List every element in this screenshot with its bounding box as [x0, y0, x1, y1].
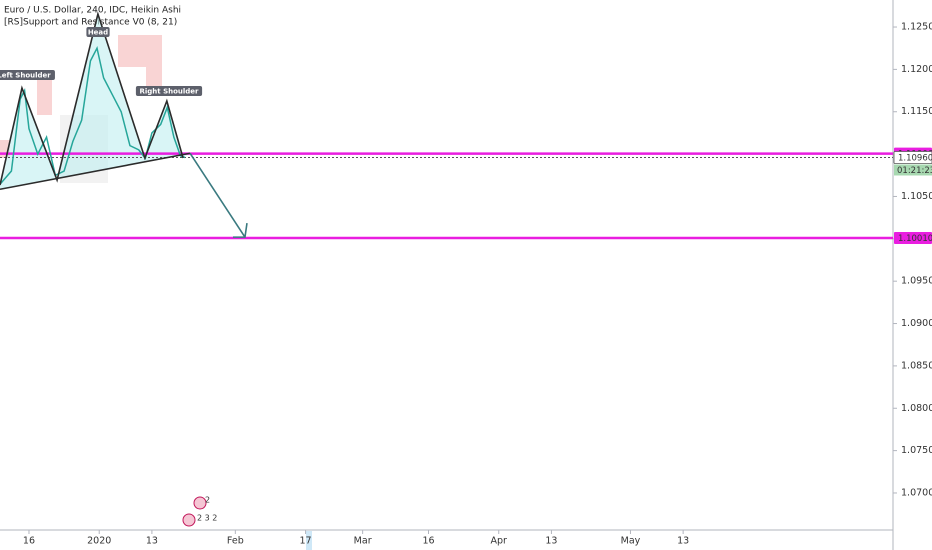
- x-tick-label: May: [621, 536, 641, 547]
- y-tick-label: 1.08500: [901, 360, 932, 371]
- annotation-box: [86, 27, 110, 37]
- pattern-shade: [0, 14, 191, 190]
- x-tick-label: 17: [300, 536, 312, 547]
- badge-count: 2 3 2: [197, 514, 217, 523]
- y-tick-label: 1.12000: [901, 64, 932, 75]
- sr-box: [0, 140, 10, 158]
- sr-box: [37, 70, 52, 115]
- pattern-line: [189, 152, 246, 238]
- y-tick-label: 1.08000: [901, 403, 932, 414]
- badge-icon: [182, 513, 196, 527]
- x-tick-label: Apr: [491, 536, 508, 547]
- x-tick-label: 13: [146, 536, 158, 547]
- countdown-tag: [894, 164, 932, 176]
- annotation: Right Shoulder: [140, 88, 200, 96]
- sr-box: [118, 35, 162, 67]
- y-tick-label: 1.10500: [901, 191, 932, 202]
- annotation: Head: [88, 29, 108, 37]
- level-label: 1.10010: [898, 234, 932, 244]
- indicator-title: [RS]Support and Resistance V0 (8, 21): [4, 18, 177, 28]
- y-tick-label: 1.11500: [901, 106, 932, 117]
- x-tick-label: 13: [545, 536, 557, 547]
- y-tick-label: 1.09000: [901, 318, 932, 329]
- x-tick-label: 13: [677, 536, 689, 547]
- date-highlight: [306, 531, 312, 550]
- x-tick-label: 16: [422, 536, 434, 547]
- level-tag: [894, 231, 932, 244]
- y-tick-label: 1.12500: [901, 22, 932, 33]
- pattern-line: [0, 11, 184, 186]
- annotation: Left Shoulder: [0, 72, 51, 80]
- arrowhead: [232, 223, 248, 238]
- badge-icon: [193, 496, 207, 510]
- countdown: 01:21:23: [897, 166, 932, 176]
- badge-count: 2: [205, 496, 210, 505]
- y-tick-label: 1.07500: [901, 445, 932, 456]
- chart-title: Euro / U.S. Dollar, 240, IDC, Heikin Ash…: [4, 6, 181, 16]
- y-tick-label: 1.07000: [901, 487, 932, 498]
- x-tick-label: 2020: [87, 536, 111, 547]
- annotation-box: [0, 70, 55, 80]
- annotation-box: [135, 86, 203, 96]
- pattern-line: [0, 152, 191, 191]
- x-tick-label: 16: [23, 536, 35, 547]
- level-label: 1.10960: [898, 153, 932, 163]
- level-tag: [893, 151, 932, 164]
- y-tick-label: 1.09500: [901, 276, 932, 287]
- price-line: [0, 46, 186, 185]
- x-tick-label: Feb: [227, 536, 244, 547]
- x-tick-label: Mar: [354, 536, 372, 547]
